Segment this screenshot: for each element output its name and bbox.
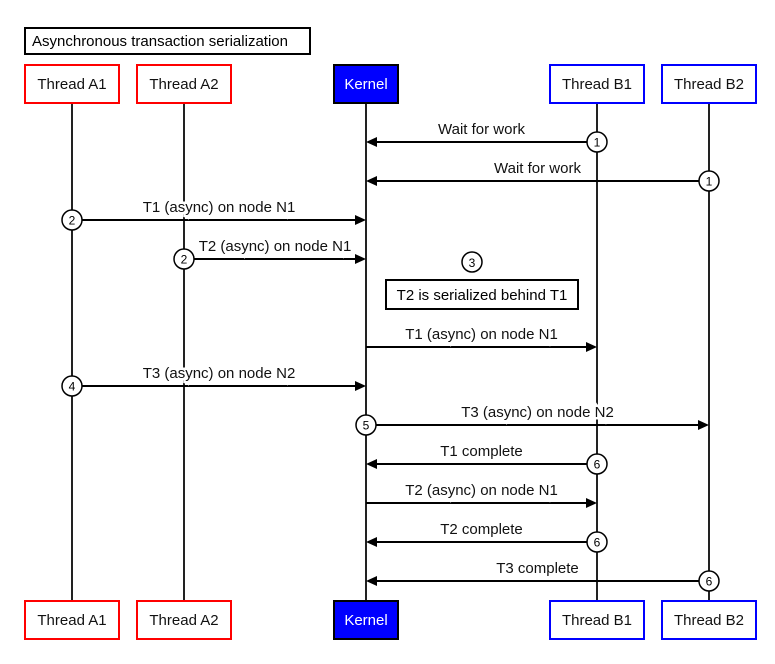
step-marker — [61, 375, 83, 397]
participant-box-b1-top — [549, 64, 645, 104]
participant-box-b2-bottom — [661, 600, 757, 640]
arrowhead-icon — [698, 420, 709, 430]
step-number: 6 — [594, 458, 601, 472]
arrowhead-icon — [366, 537, 377, 547]
message-label: Wait for work — [438, 121, 525, 138]
message-label: Wait for work — [494, 160, 581, 177]
arrowhead-icon — [586, 342, 597, 352]
participant-label: Thread B2 — [674, 612, 744, 629]
message-arrow: T2 (async) on node N1 — [366, 480, 597, 508]
message-arrow: T1 complete 6 — [366, 441, 608, 475]
message-label: T3 complete — [496, 560, 579, 577]
message-label: T3 (async) on node N2 — [143, 365, 296, 382]
message-label: T2 complete — [440, 521, 523, 538]
step-marker — [173, 248, 195, 270]
step-number: 2 — [69, 214, 76, 228]
participant-label: Kernel — [344, 612, 387, 629]
step-number: 2 — [181, 253, 188, 267]
step-number: 4 — [69, 380, 76, 394]
title-box — [24, 27, 311, 55]
step-number: 1 — [594, 136, 601, 150]
participant-box-a1-bottom — [24, 600, 120, 640]
message-label: T1 complete — [440, 443, 523, 460]
step-marker — [586, 453, 608, 475]
note-text: T2 is serialized behind T1 — [397, 287, 568, 304]
arrowhead-icon — [366, 576, 377, 586]
message-arrow: T1 (async) on node N1 2 — [61, 197, 366, 231]
participant-box-b2-top — [661, 64, 757, 104]
participant-box-k-top — [333, 64, 399, 104]
arrowhead-icon — [366, 176, 377, 186]
message-arrow: T3 (async) on node N2 5 — [355, 402, 709, 436]
step-number: 5 — [363, 419, 370, 433]
diagram-title: Asynchronous transaction serialization — [32, 33, 288, 50]
arrowhead-icon — [586, 498, 597, 508]
participant-label: Thread A2 — [149, 612, 218, 629]
participant-box-k-bottom — [333, 600, 399, 640]
participant-box-a1-top — [24, 64, 120, 104]
step-marker — [61, 209, 83, 231]
arrowhead-icon — [366, 459, 377, 469]
message-arrow: T3 complete 6 — [366, 558, 720, 592]
participant-box-a2-bottom — [136, 600, 232, 640]
message-label: T2 (async) on node N1 — [199, 238, 352, 255]
arrowhead-icon — [355, 254, 366, 264]
note-box — [385, 279, 579, 310]
message-arrow: T2 complete 6 — [366, 519, 608, 553]
participant-label: Thread A2 — [149, 76, 218, 93]
step-number: 6 — [706, 575, 713, 589]
message-label: T3 (async) on node N2 — [461, 404, 614, 421]
participant-label: Thread A1 — [37, 612, 106, 629]
participant-box-b1-bottom — [549, 600, 645, 640]
message-arrow: Wait for work 1 — [366, 119, 608, 153]
participant-label: Thread A1 — [37, 76, 106, 93]
message-arrow: T2 (async) on node N1 2 — [173, 236, 366, 270]
step-marker — [586, 531, 608, 553]
participant-label: Kernel — [344, 76, 387, 93]
message-label: T2 (async) on node N1 — [405, 482, 558, 499]
step-marker — [355, 414, 377, 436]
step-marker — [461, 251, 483, 273]
message-label: T1 (async) on node N1 — [143, 199, 296, 216]
step-marker — [698, 170, 720, 192]
message-arrow: T3 (async) on node N2 4 — [61, 363, 366, 397]
step-number: 1 — [706, 175, 713, 189]
message-arrow: T1 (async) on node N1 — [366, 324, 597, 352]
arrowhead-icon — [355, 381, 366, 391]
step-number: 3 — [469, 256, 476, 270]
step-number: 6 — [594, 536, 601, 550]
arrowhead-icon — [366, 137, 377, 147]
message-arrow: Wait for work 1 — [366, 158, 720, 192]
participant-label: Thread B2 — [674, 76, 744, 93]
step-marker — [698, 570, 720, 592]
arrowhead-icon — [355, 215, 366, 225]
participant-box-a2-top — [136, 64, 232, 104]
participant-label: Thread B1 — [562, 76, 632, 93]
message-label: T1 (async) on node N1 — [405, 326, 558, 343]
step-marker — [586, 131, 608, 153]
participant-label: Thread B1 — [562, 612, 632, 629]
